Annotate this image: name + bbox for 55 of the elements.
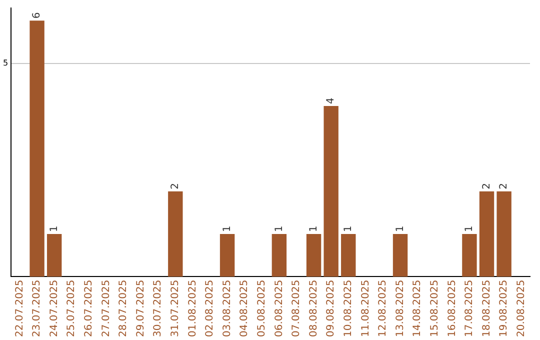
bar [496,191,512,277]
bar [168,191,183,277]
bar [272,234,287,277]
x-tick-label: 02.08.2025 [204,280,216,338]
x-tick-label: 18.08.2025 [481,280,492,338]
bar [324,106,338,277]
bar [306,234,322,277]
x-tick-label: 03.08.2025 [222,280,233,338]
x-tick-label: 10.08.2025 [342,280,354,338]
data-label: 6 [32,12,43,19]
x-tick-label: 31.07.2025 [170,280,182,338]
data-label: 1 [464,226,476,232]
x-tick-label: 14.08.2025 [412,280,424,338]
x-tick-label: 22.07.2025 [14,280,26,338]
x-tick-label: 05.08.2025 [256,280,268,338]
x-tick-label: 26.07.2025 [84,280,95,338]
x-tick-label: 28.07.2025 [118,280,130,338]
x-tick-label: 25.07.2025 [66,280,78,338]
bar [341,234,356,277]
x-tick-label: 11.08.2025 [360,280,372,338]
x-tick-label: 08.08.2025 [308,280,320,338]
data-label: 1 [394,226,406,232]
y-tick-label: 5 [2,58,8,68]
x-tick-label: 27.07.2025 [100,280,112,338]
data-label: 1 [48,226,60,232]
data-label: 2 [170,182,182,190]
data-label: 2 [481,182,492,190]
bar [30,20,44,277]
x-tick-label: 19.08.2025 [498,280,510,338]
x-tick-label: 20.08.2025 [516,280,527,338]
x-tick-label: 30.07.2025 [152,280,164,338]
bar [479,191,494,277]
data-label: 2 [498,182,510,190]
x-tick-label: 13.08.2025 [394,280,406,338]
x-tick-label: 09.08.2025 [326,280,337,338]
data-label: 1 [342,226,354,232]
bar [462,234,477,277]
data-label: 1 [222,226,233,232]
x-tick-label: 15.08.2025 [429,280,440,338]
x-tick-label: 12.08.2025 [378,280,389,338]
x-tick-label: 16.08.2025 [446,280,458,338]
data-label: 4 [326,98,337,104]
x-tick-label: 06.08.2025 [274,280,285,338]
x-tick-label: 29.07.2025 [135,280,146,338]
x-tick-label: 07.08.2025 [291,280,302,338]
x-tick-label: 17.08.2025 [464,280,476,338]
data-label: 1 [274,226,285,232]
x-tick-label: 01.08.2025 [187,280,198,338]
bar [220,234,235,277]
bar [46,234,62,277]
bar [392,234,408,277]
data-label: 1 [308,226,320,232]
x-tick-label: 24.07.2025 [48,280,60,338]
x-tick-label: 04.08.2025 [239,280,250,338]
x-tick-label: 23.07.2025 [32,280,43,338]
